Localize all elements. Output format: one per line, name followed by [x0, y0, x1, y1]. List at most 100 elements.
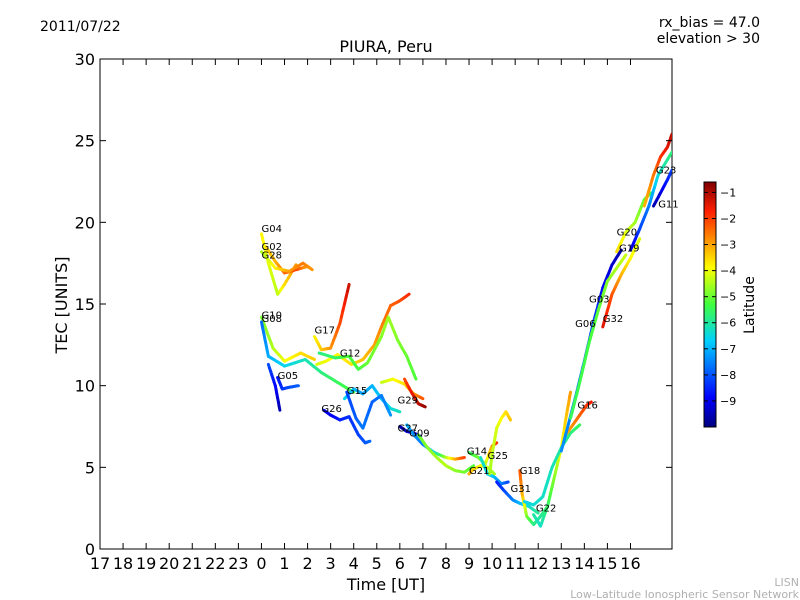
satellite-label-g29: G29 — [398, 396, 418, 407]
x-tick-label: 21 — [182, 554, 202, 573]
x-tick-label: 22 — [205, 554, 225, 573]
x-tick-label: 20 — [159, 554, 179, 573]
series-segment — [309, 267, 314, 272]
series-g10 — [260, 315, 316, 363]
series-g05 — [276, 376, 300, 391]
colorbar-tick-label: −4 — [720, 265, 736, 278]
series-g23 — [642, 132, 672, 208]
date-label: 2011/07/22 — [40, 19, 121, 35]
series-segment — [310, 356, 316, 361]
series-g12b — [317, 315, 418, 381]
satellite-label-g20: G20 — [617, 227, 637, 238]
x-axis: 17 18 19 20 21 22 23 0 1 2 3 4 5 6 7 8 9 10 11 12 13 14 15 16 — [90, 59, 641, 573]
series-segment — [618, 248, 623, 255]
y-tick-label: 15 — [75, 295, 95, 314]
series-g22 — [532, 390, 572, 528]
credit-network-name: Low-Latitude Ionospheric Sensor Network — [570, 588, 799, 600]
colorbar — [703, 181, 717, 428]
y-tick-label: 20 — [75, 213, 95, 232]
series-segment — [412, 373, 418, 381]
x-tick-label: 13 — [551, 554, 571, 573]
satellite-label-g31: G31 — [511, 484, 531, 495]
x-tick-label: 16 — [620, 554, 640, 573]
series-segment — [277, 404, 282, 412]
x-tick-label: 0 — [256, 554, 266, 573]
series-g17 — [313, 282, 351, 352]
x-tick-label: 6 — [395, 554, 405, 573]
series-segment — [668, 150, 672, 158]
colorbar-tick-label: −5 — [720, 291, 736, 304]
series-segment — [494, 441, 499, 445]
series-segment — [636, 237, 642, 244]
colorbar-tick-label: −2 — [720, 212, 736, 225]
x-tick-label: 7 — [418, 554, 428, 573]
series-g19 — [629, 150, 672, 252]
colorbar-ticks: −1 −2 −3 −4 −5 −6 −7 −8 −9 — [704, 186, 736, 408]
colorbar-label: Latitude — [742, 276, 758, 334]
series-segment — [396, 409, 402, 414]
series-g15b — [345, 390, 393, 430]
series-g25b — [488, 410, 512, 476]
satellite-label-g03: G03 — [589, 294, 609, 305]
series-segment — [669, 132, 672, 138]
satellite-label-g09: G09 — [409, 428, 429, 439]
chart-title: PIURA, Peru — [339, 37, 432, 56]
elevation-label: elevation > 30 — [657, 31, 760, 47]
satellite-label-g21: G21 — [469, 466, 489, 477]
series-g28 — [260, 250, 314, 273]
x-tick-label: 1 — [279, 554, 289, 573]
x-tick-label: 8 — [441, 554, 451, 573]
x-tick-label: 23 — [228, 554, 248, 573]
series-g12 — [315, 292, 411, 366]
series-g26 — [322, 408, 372, 445]
colorbar-tick-label: −9 — [720, 395, 736, 408]
satellite-label-g27: G27 — [398, 423, 418, 434]
credit-acronym: LISN — [774, 576, 799, 589]
y-tick-label: 10 — [75, 377, 95, 396]
satellite-label-g16: G16 — [577, 401, 597, 412]
series-g22b — [522, 423, 582, 507]
x-tick-label: 2 — [302, 554, 312, 573]
satellite-label-g18: G18 — [520, 466, 540, 477]
satellite-label-g06: G06 — [575, 319, 595, 330]
series-layer — [260, 132, 672, 528]
series-segment — [470, 464, 476, 469]
series-segment — [419, 396, 425, 401]
x-tick-label: 3 — [326, 554, 336, 573]
series-segment — [387, 410, 393, 417]
satellite-label-g23: G23 — [656, 165, 676, 176]
satellite-label-g05: G05 — [278, 371, 298, 382]
series-segment — [346, 282, 351, 293]
series-g03 — [569, 253, 628, 420]
series-g32 — [601, 237, 642, 329]
colorbar-tick-label: −7 — [720, 343, 736, 356]
x-tick-label: 12 — [528, 554, 548, 573]
satellite-label-g04: G04 — [262, 224, 282, 235]
series-segment — [669, 168, 672, 174]
x-axis-label: Time [UT] — [346, 575, 425, 594]
plot-area — [99, 58, 673, 550]
series-segment — [648, 191, 653, 196]
satellite-label-g14: G14 — [467, 446, 487, 457]
colorbar-tick-label: −8 — [720, 369, 736, 382]
series-segment — [491, 471, 496, 476]
series-g11 — [652, 168, 672, 208]
satellite-label-g08: G08 — [262, 314, 282, 325]
satellite-label-g12: G12 — [340, 348, 360, 359]
rx-bias-label: rx_bias = 47.0 — [659, 15, 760, 31]
series-segment — [422, 404, 427, 409]
x-tick-label: 4 — [349, 554, 359, 573]
y-axis-label: TEC [UNITS] — [52, 257, 71, 355]
series-segment — [589, 400, 593, 404]
x-tick-label: 5 — [372, 554, 382, 573]
series-g05-tail — [266, 362, 282, 412]
satellite-label-g19: G19 — [619, 244, 639, 255]
series-g16 — [564, 400, 593, 437]
satellite-label-g28: G28 — [262, 250, 282, 261]
series-g25 — [479, 456, 510, 486]
colorbar-tick-label: −1 — [720, 186, 736, 199]
series-g29b — [403, 377, 427, 409]
satellite-label-g02: G02 — [262, 242, 282, 253]
